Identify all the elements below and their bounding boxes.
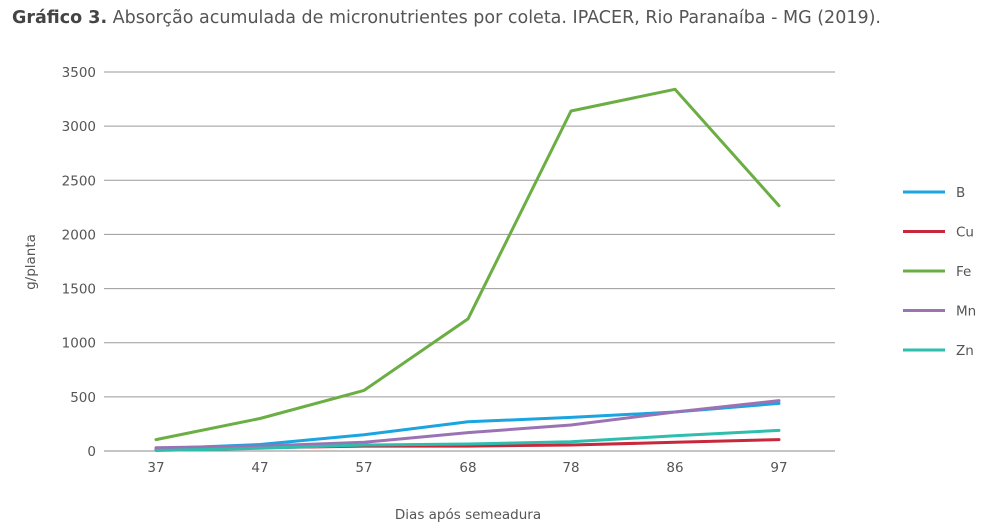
x-tick-label: 37 [147,460,164,476]
legend-label: Zn [956,343,974,359]
x-tick-label: 86 [666,460,683,476]
legend-item-b: B [903,185,965,201]
legend-label: Cu [956,225,974,241]
legend-label: B [956,185,965,201]
series-line-mn [154,399,781,450]
y-tick-label: 1500 [62,282,96,298]
x-axis-label: Dias após semeadura [395,507,541,523]
y-tick-labels: 0 500 1000 1500 2000 2500 3000 3500 [62,65,96,460]
x-tick-labels: 37 47 57 68 78 86 97 [147,460,787,476]
x-tick-label: 78 [562,460,579,476]
x-tick-label: 57 [355,460,372,476]
legend-item-mn: Mn [903,304,976,320]
series-line-zn [154,428,781,452]
y-tick-label: 2000 [62,227,96,243]
chart-title-number: Gráfico 3. [12,8,108,28]
y-tick-label: 0 [87,444,96,460]
chart-title-text: Absorção acumulada de micronutrientes po… [107,8,881,28]
y-tick-label: 1000 [62,336,96,352]
legend-item-cu: Cu [903,225,974,241]
grid-lines [104,71,835,452]
x-tick-label: 68 [459,460,476,476]
y-tick-label: 500 [70,390,96,406]
legend-label: Mn [956,304,976,320]
y-tick-label: 3000 [62,119,96,135]
y-tick-label: 3500 [62,65,96,81]
legend-item-zn: Zn [903,343,974,359]
series-line-fe [154,87,781,442]
legend-item-fe: Fe [903,264,971,280]
y-axis-label: g/planta [23,234,39,290]
chart-title: Gráfico 3. Absorção acumulada de micronu… [12,8,881,28]
y-tick-label: 2500 [62,173,96,189]
x-tick-label: 97 [770,460,787,476]
legend: B Cu Fe Mn Zn [903,185,976,359]
series-lines [154,87,781,452]
legend-label: Fe [956,264,971,280]
x-tick-label: 47 [251,460,268,476]
